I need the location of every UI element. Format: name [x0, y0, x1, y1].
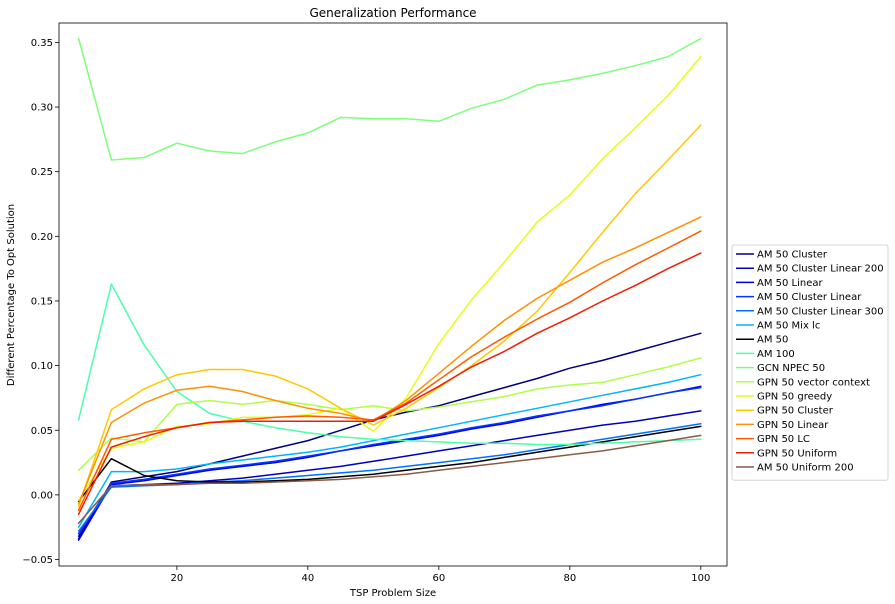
- y-tick-label: 0.00: [31, 490, 53, 501]
- x-tick-label: 40: [301, 573, 314, 584]
- y-tick-label: 0.35: [31, 38, 53, 49]
- legend-label: GPN 50 greedy: [757, 392, 832, 403]
- y-tick-label: 0.10: [31, 361, 53, 372]
- x-tick-label: 60: [432, 573, 445, 584]
- legend-label: GPN 50 Uniform: [757, 448, 837, 459]
- chart-title: Generalization Performance: [309, 6, 476, 20]
- series-line-8: [77, 37, 702, 161]
- legend-label: AM 50 Uniform 200: [757, 463, 854, 474]
- x-axis: 20 40 60 80 100: [171, 566, 710, 584]
- series-line-14: [77, 252, 702, 516]
- y-tick-label: 0.25: [31, 167, 53, 178]
- y-tick-label: 0.05: [31, 426, 53, 437]
- series-line-11: [77, 124, 702, 508]
- legend-label: AM 100: [757, 349, 795, 360]
- legend: AM 50 Cluster AM 50 Cluster Linear 200 AM …: [731, 244, 889, 481]
- plot-lines: [77, 37, 702, 541]
- legend-label: GPN 50 vector context: [757, 377, 870, 388]
- series-line-2: [77, 385, 702, 541]
- legend-label: AM 50: [757, 335, 788, 346]
- series-line-15: [77, 434, 702, 525]
- legend-label: AM 50 Mix lc: [757, 321, 820, 332]
- legend-box: [731, 244, 889, 481]
- series-line-3: [77, 386, 702, 535]
- series-line-9: [77, 357, 702, 472]
- y-tick-label: 0.20: [31, 232, 53, 243]
- legend-label: AM 50 Cluster Linear 300: [757, 306, 884, 317]
- legend-label: GPN 50 LC: [757, 434, 810, 445]
- y-axis: −0.05 0.00 0.05 0.10 0.15 0.20 0.25 0.30 0.35: [22, 38, 59, 566]
- x-tick-label: 100: [691, 573, 710, 584]
- x-tick-label: 20: [171, 573, 184, 584]
- y-axis-title: Different Percentage To Opt Solution: [6, 204, 17, 386]
- series-line-7: [77, 283, 702, 446]
- series-line-10: [77, 55, 702, 501]
- legend-label: AM 50 Linear: [757, 278, 824, 289]
- legend-label: GCN NPEC 50: [757, 363, 825, 374]
- series-line-5: [77, 373, 702, 528]
- legend-label: GPN 50 Cluster: [757, 406, 834, 417]
- x-tick-label: 80: [563, 573, 576, 584]
- y-tick-label: 0.30: [31, 103, 53, 114]
- legend-label: AM 50 Cluster Linear 200: [757, 264, 884, 275]
- legend-label: AM 50 Cluster: [757, 250, 828, 261]
- legend-label: GPN 50 Linear: [757, 420, 829, 431]
- plot-frame: [58, 22, 728, 567]
- y-tick-label: 0.15: [31, 296, 53, 307]
- legend-label: AM 50 Cluster Linear: [757, 292, 862, 303]
- x-axis-title: TSP Problem Size: [349, 588, 436, 599]
- series-line-1: [77, 410, 702, 538]
- y-tick-label: −0.05: [22, 555, 53, 566]
